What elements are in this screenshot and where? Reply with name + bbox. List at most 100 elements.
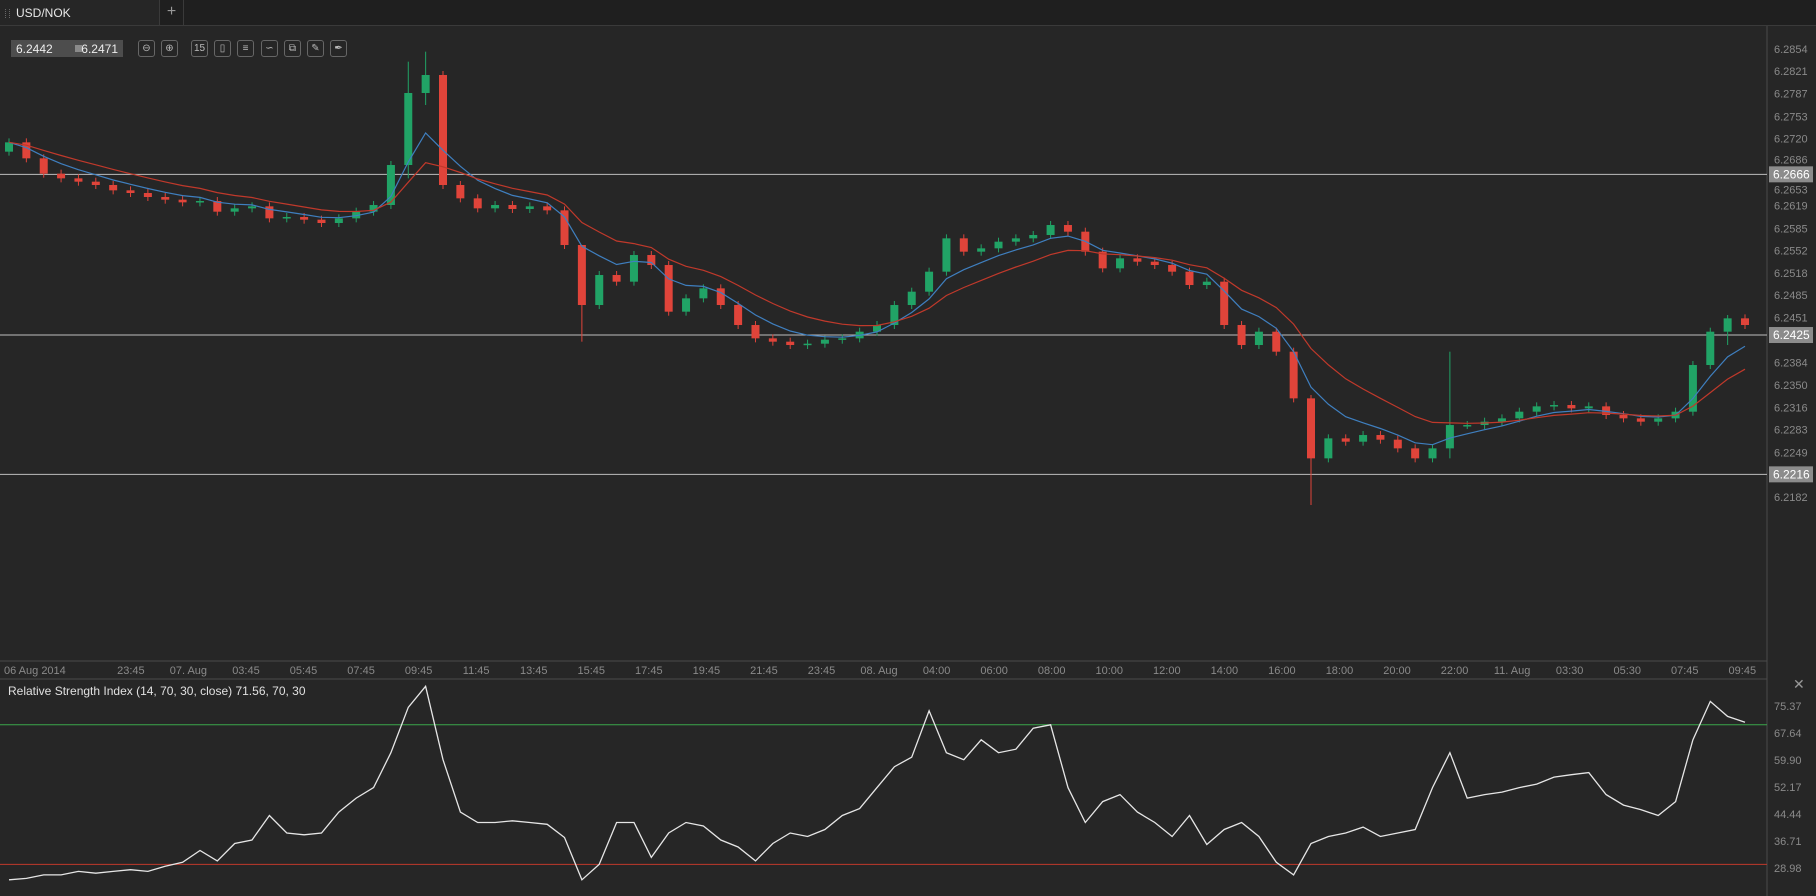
candle-body — [5, 142, 13, 152]
drag-handle-icon[interactable] — [5, 9, 10, 18]
candle-body — [1532, 406, 1541, 412]
candle-body — [1619, 415, 1628, 419]
time-tick-label: 23:45 — [117, 665, 145, 677]
chart-type-icon[interactable]: ▯ — [214, 40, 231, 57]
candle-body — [334, 218, 343, 224]
timeframe-icon[interactable]: 15 — [191, 40, 208, 57]
zoom-in-icon[interactable]: ⊕ — [161, 40, 178, 57]
level-price-marker[interactable] — [1769, 327, 1813, 344]
candle-body — [369, 205, 378, 212]
candle-body — [595, 275, 604, 306]
time-tick-label: 18:00 — [1326, 665, 1354, 677]
time-tick-label: 13:45 — [520, 665, 548, 677]
settings-icon[interactable]: ≡ — [237, 40, 254, 57]
candle-body — [647, 255, 656, 266]
rsi-tick-label: 67.64 — [1774, 728, 1802, 740]
candle-body — [1046, 225, 1055, 236]
close-indicator-icon[interactable]: ✕ — [1793, 676, 1805, 692]
time-tick-label: 15:45 — [578, 665, 606, 677]
candle-body — [543, 206, 552, 211]
candle-body — [959, 238, 968, 252]
candle-body — [1029, 235, 1038, 239]
candle-body — [577, 245, 586, 306]
candle-body — [1463, 425, 1472, 427]
candle-body — [1602, 406, 1611, 416]
tab-label: USD/NOK — [16, 6, 71, 20]
price-tick-label: 6.2753 — [1774, 111, 1808, 123]
candle-body — [473, 198, 482, 209]
candle-body — [1636, 418, 1645, 422]
price-tick-label: 6.2619 — [1774, 201, 1808, 213]
time-tick-label: 21:45 — [750, 665, 778, 677]
add-tab-button[interactable]: + — [160, 0, 184, 25]
price-tick-label: 6.2787 — [1774, 89, 1808, 101]
price-tick-label: 6.2854 — [1774, 44, 1808, 56]
candle-body — [1359, 435, 1368, 442]
candle-body — [1324, 438, 1333, 459]
level-price-label: 6.2666 — [1773, 167, 1810, 181]
copy-icon[interactable]: ⧉ — [284, 40, 301, 57]
draw-icon[interactable]: ✒ — [330, 40, 347, 57]
time-tick-label: 07:45 — [347, 665, 375, 677]
price-tick-label: 6.2686 — [1774, 154, 1808, 166]
candle-body — [1688, 365, 1697, 412]
level-price-marker[interactable] — [1769, 166, 1813, 183]
level-price-label: 6.2425 — [1773, 328, 1810, 342]
candle-body — [1411, 448, 1420, 459]
ask-price: 6.2471 — [81, 42, 118, 56]
candle-body — [317, 219, 326, 224]
price-tick-label: 6.2485 — [1774, 290, 1808, 302]
candle-body — [109, 185, 118, 191]
candle-body — [1098, 251, 1107, 269]
candle-body — [838, 338, 847, 340]
candle-body — [1550, 405, 1559, 407]
candle-body — [907, 291, 916, 306]
price-tick-label: 6.2552 — [1774, 245, 1808, 257]
candle-body — [942, 238, 951, 272]
candle-body — [404, 93, 413, 166]
candle-body — [994, 241, 1003, 249]
edit-icon[interactable]: ✎ — [307, 40, 324, 57]
candle-body — [1202, 281, 1211, 286]
zoom-out-icon[interactable]: ⊖ — [138, 40, 155, 57]
time-tick-label: 07:45 — [1671, 665, 1699, 677]
price-tick-label: 6.2249 — [1774, 447, 1808, 459]
time-tick-label: 22:00 — [1441, 665, 1469, 677]
candle-body — [734, 305, 743, 326]
candle-body — [890, 305, 899, 326]
candle-body — [1133, 258, 1142, 262]
candle-body — [57, 173, 66, 179]
time-tick-label: 09:45 — [1729, 665, 1757, 677]
candle-body — [282, 217, 291, 219]
candle-body — [768, 338, 777, 342]
candle-body — [1376, 435, 1385, 440]
candle-body — [248, 206, 257, 209]
price-pane: 6.28546.28216.27876.27536.27206.26866.26… — [0, 26, 1813, 896]
candle-body — [265, 206, 274, 219]
candle-body — [1497, 418, 1506, 422]
indicators-icon[interactable]: ∽ — [261, 40, 278, 57]
candle-body — [820, 339, 829, 344]
rsi-pane: 75.37 67.64 59.90 52.17 44.44 36.71 28.98 — [0, 684, 1802, 881]
candle-body — [1706, 331, 1715, 366]
time-tick-label: 11. Aug — [1494, 665, 1531, 677]
candle-body — [1237, 325, 1246, 346]
candle-body — [716, 288, 725, 306]
price-tick-label: 6.2821 — [1774, 66, 1808, 78]
candle-body — [977, 248, 986, 252]
moving-average-fast — [8, 132, 1746, 446]
rsi-tick-label: 36.71 — [1774, 836, 1802, 848]
candle-body — [1185, 271, 1194, 286]
candle-body — [352, 211, 361, 219]
candle-body — [682, 298, 691, 312]
candle-body — [508, 205, 517, 210]
price-tick-label: 6.2451 — [1774, 313, 1808, 325]
candle-body — [143, 193, 152, 198]
tab-usd-nok[interactable]: USD/NOK — [0, 0, 160, 25]
level-price-marker[interactable] — [1769, 466, 1813, 483]
candle-body — [1063, 225, 1072, 232]
price-tick-label: 6.2384 — [1774, 357, 1808, 369]
time-tick-label: 09:45 — [405, 665, 433, 677]
time-tick-label: 08. Aug — [860, 665, 897, 677]
